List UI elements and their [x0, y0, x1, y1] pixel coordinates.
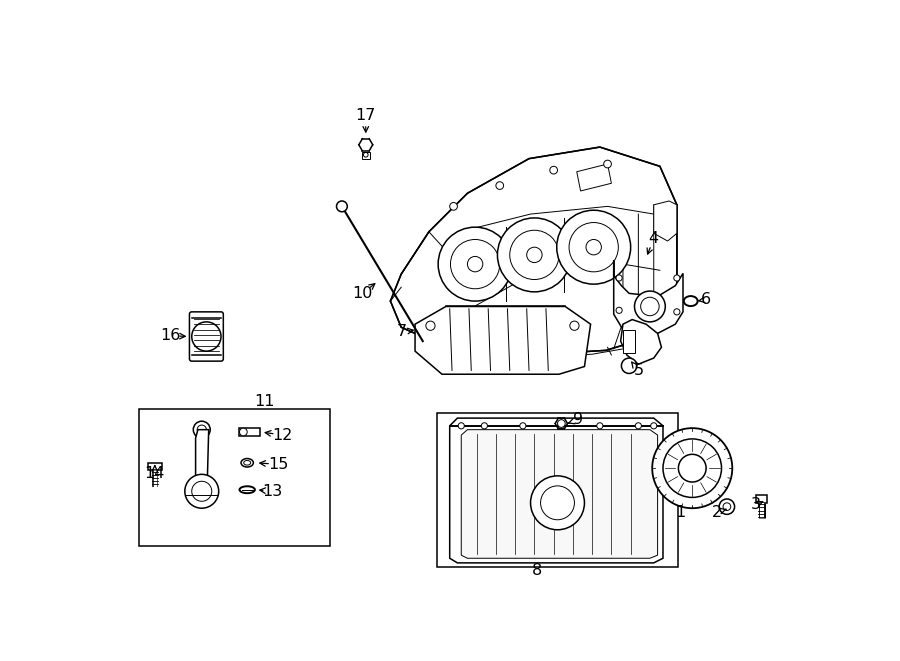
Polygon shape — [238, 428, 260, 436]
Circle shape — [674, 275, 680, 281]
Text: 15: 15 — [268, 457, 288, 472]
Text: 14: 14 — [145, 466, 165, 481]
Circle shape — [616, 307, 622, 313]
Text: 8: 8 — [532, 563, 542, 578]
Bar — [436, 412, 678, 566]
Circle shape — [184, 475, 219, 508]
FancyBboxPatch shape — [189, 312, 223, 361]
Polygon shape — [450, 418, 663, 563]
Circle shape — [498, 218, 572, 292]
Text: 6: 6 — [701, 292, 711, 307]
Text: 2: 2 — [712, 504, 722, 520]
Circle shape — [557, 210, 631, 284]
Text: 12: 12 — [273, 428, 292, 443]
Polygon shape — [415, 307, 590, 374]
Polygon shape — [362, 152, 370, 159]
Polygon shape — [461, 430, 658, 559]
Circle shape — [482, 423, 488, 429]
Text: 17: 17 — [356, 108, 376, 123]
Text: 9: 9 — [573, 412, 583, 427]
Circle shape — [550, 167, 557, 174]
Polygon shape — [653, 201, 677, 241]
Polygon shape — [623, 330, 634, 353]
Text: 3: 3 — [752, 497, 761, 512]
Polygon shape — [195, 430, 209, 487]
Text: 16: 16 — [160, 329, 180, 343]
Circle shape — [530, 476, 584, 529]
Circle shape — [663, 439, 722, 498]
Circle shape — [634, 291, 665, 322]
Circle shape — [194, 421, 211, 438]
Circle shape — [679, 454, 706, 482]
Circle shape — [520, 423, 526, 429]
Circle shape — [496, 182, 504, 190]
Text: 4: 4 — [649, 231, 659, 246]
Circle shape — [558, 423, 564, 429]
Circle shape — [192, 322, 221, 351]
Text: 5: 5 — [634, 363, 643, 378]
Polygon shape — [621, 319, 662, 364]
Polygon shape — [577, 164, 611, 191]
Circle shape — [597, 423, 603, 429]
Polygon shape — [391, 147, 677, 355]
Text: 11: 11 — [255, 394, 275, 408]
Text: 7: 7 — [397, 325, 407, 339]
Text: 13: 13 — [263, 484, 283, 499]
Circle shape — [337, 201, 347, 212]
Circle shape — [635, 423, 642, 429]
Polygon shape — [614, 260, 683, 340]
Circle shape — [557, 420, 565, 428]
Bar — [140, 409, 330, 546]
Circle shape — [651, 423, 657, 429]
Circle shape — [426, 321, 435, 330]
Polygon shape — [148, 463, 162, 471]
Circle shape — [438, 227, 512, 301]
Circle shape — [616, 275, 622, 281]
Polygon shape — [756, 495, 767, 503]
Circle shape — [239, 428, 248, 436]
Circle shape — [723, 503, 731, 510]
Circle shape — [450, 202, 457, 210]
Circle shape — [652, 428, 733, 508]
Circle shape — [719, 499, 734, 514]
Text: 1: 1 — [676, 504, 686, 520]
Circle shape — [674, 309, 680, 315]
Circle shape — [458, 423, 464, 429]
Circle shape — [570, 321, 579, 330]
Circle shape — [621, 358, 637, 373]
Text: 10: 10 — [353, 286, 373, 301]
Circle shape — [604, 160, 611, 168]
